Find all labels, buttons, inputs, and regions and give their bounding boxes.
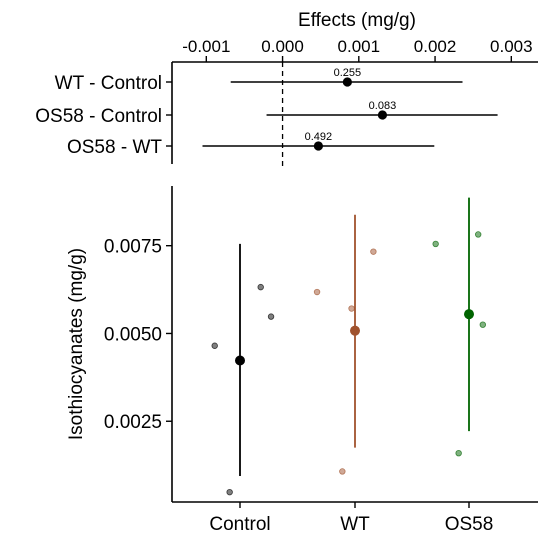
forest-p-label: 0.255 [334, 67, 362, 79]
forest-p-label: 0.492 [305, 131, 333, 143]
dot-panel: 0.0025 0.0050 0.0075 Control WT OS58 Isothio… [66, 186, 538, 535]
dot-axis-title: Isothiocyanates (mg/g) [66, 248, 87, 440]
dot-mean-point [350, 325, 360, 336]
dot-observation-point [226, 488, 233, 496]
forest-x-tick-label: 0.003 [490, 37, 533, 56]
dot-x-axis: Control WT OS58 [209, 502, 493, 535]
forest-axis-title: Effects (mg/g) [298, 10, 416, 31]
dot-observation-point [455, 449, 462, 457]
dot-observation-point [267, 313, 275, 320]
dot-observation-point [257, 283, 264, 291]
dot-observation-point [475, 231, 482, 238]
dot-mean-point [235, 355, 245, 366]
forest-estimate-point [377, 110, 388, 120]
forest-x-axis: -0.001 0.000 0.001 0.002 0.003 [182, 37, 533, 62]
dot-y-tick-label: 0.0025 [104, 412, 162, 433]
forest-estimate-point [313, 141, 323, 151]
dot-series [211, 197, 486, 496]
forest-x-tick-label: -0.001 [182, 37, 230, 56]
dot-observation-point [339, 468, 346, 475]
dot-observation-point [432, 240, 439, 248]
forest-panel: Effects (mg/g) -0.001 0.000 0.001 0.002 0.00… [35, 10, 538, 166]
dot-x-tick-label: OS58 [445, 514, 494, 535]
dot-observation-point [479, 321, 486, 328]
dot-series-group [313, 214, 377, 475]
dot-mean-point [464, 309, 474, 320]
dot-observation-point [370, 248, 377, 255]
forest-x-tick-label: 0.000 [261, 37, 304, 56]
forest-row-label: WT - Control [55, 73, 162, 94]
forest-x-tick-label: 0.001 [338, 37, 381, 56]
forest-rows: WT - Control 0.255 OS58 - Control 0.083 OS58… [35, 67, 498, 158]
dot-observation-point [211, 342, 218, 349]
forest-p-label: 0.083 [369, 100, 397, 112]
dot-y-tick-label: 0.0075 [104, 237, 162, 258]
forest-row-label: OS58 - WT [67, 137, 162, 158]
dot-series-group [211, 243, 275, 496]
dot-series-group [432, 197, 486, 457]
forest-x-tick-label: 0.002 [414, 37, 457, 56]
dot-y-tick-label: 0.0050 [104, 324, 162, 345]
forest-row-label: OS58 - Control [35, 106, 162, 127]
dot-x-tick-label: Control [209, 514, 270, 535]
dot-y-axis: 0.0025 0.0050 0.0075 [104, 237, 172, 433]
forest-estimate-point [342, 77, 352, 87]
dot-x-tick-label: WT [340, 514, 370, 535]
dot-observation-point [313, 288, 321, 296]
dot-observation-point [348, 305, 355, 312]
